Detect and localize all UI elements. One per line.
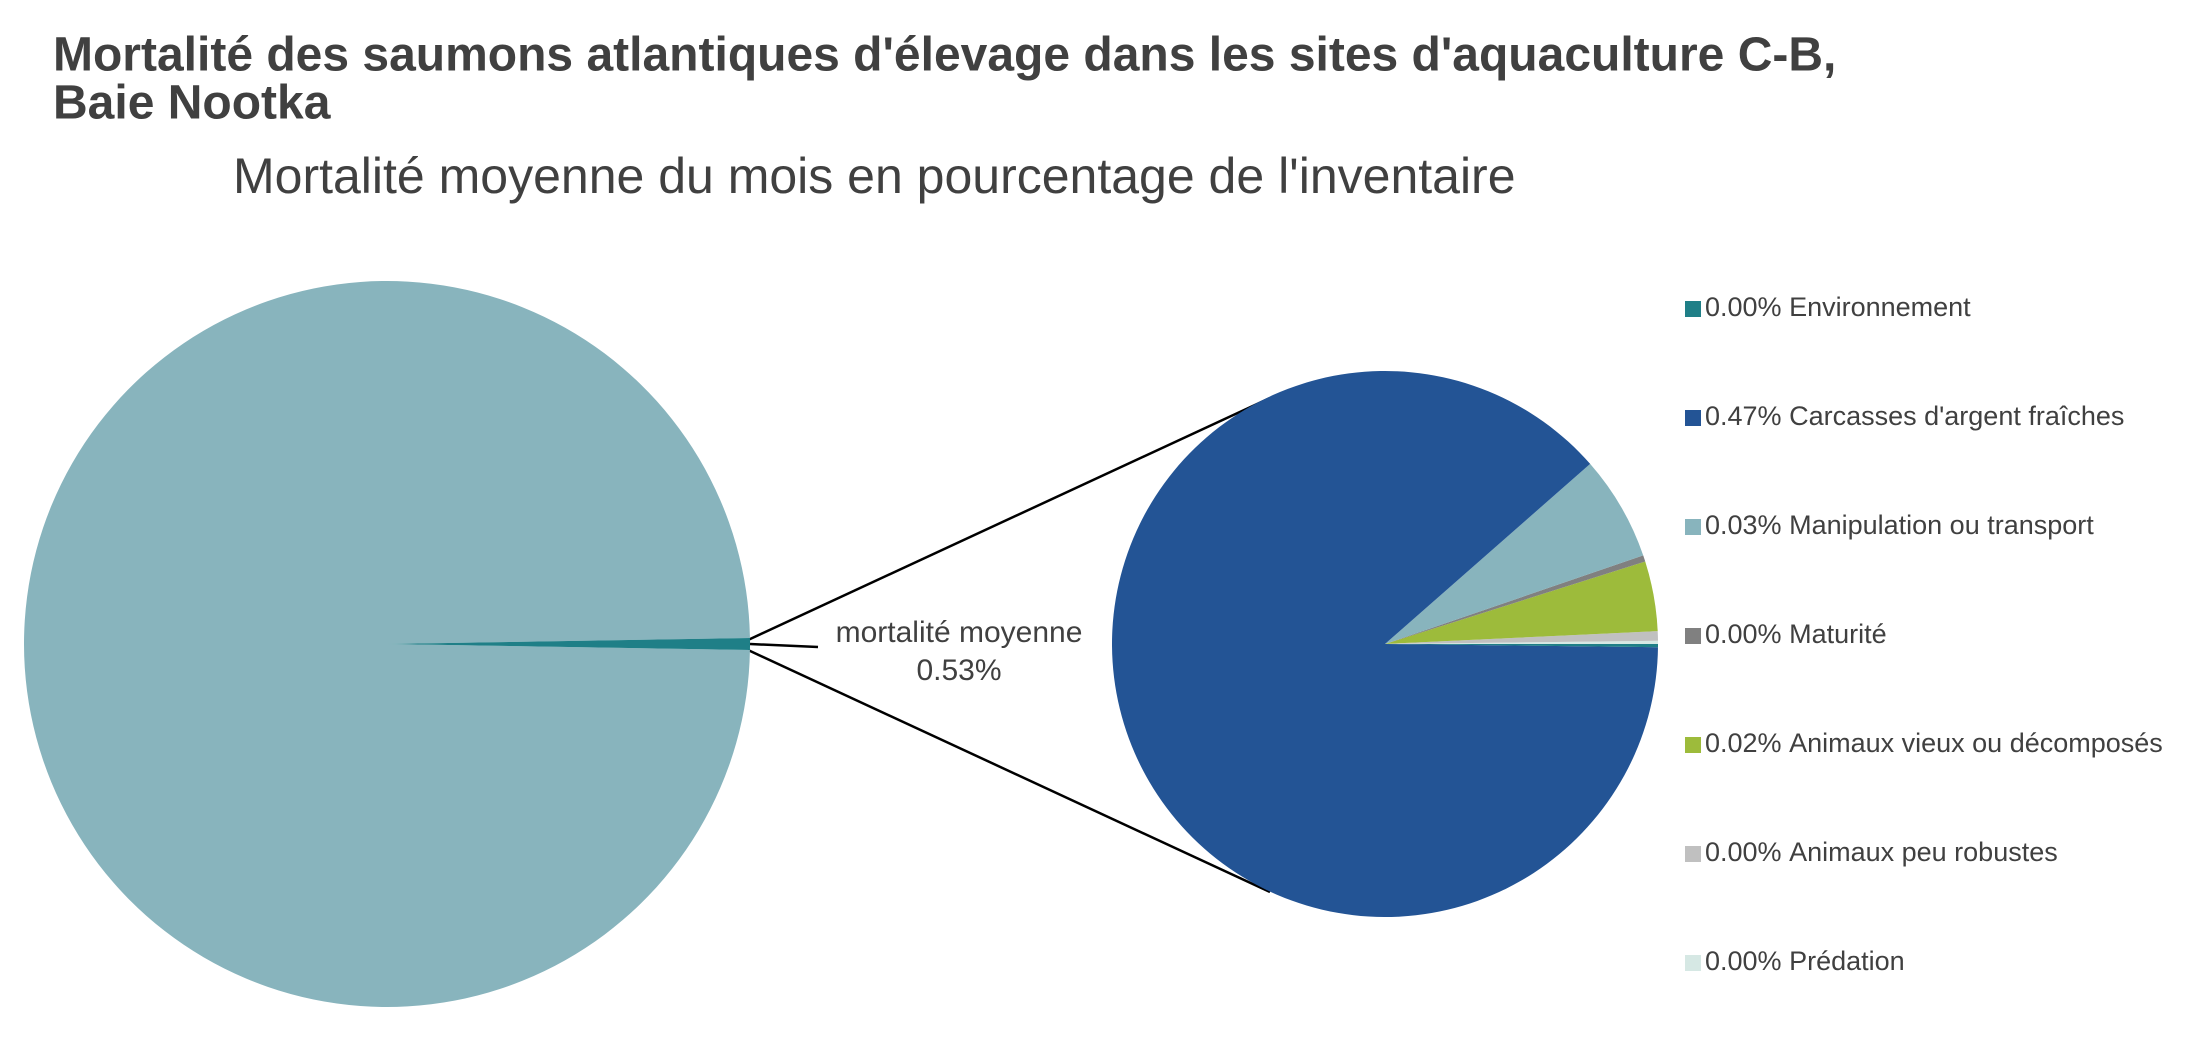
pie-slice <box>1385 640 1658 644</box>
legend-label: 0.00% Environnement <box>1705 292 1971 322</box>
legend-name: Environnement <box>1789 292 1971 322</box>
legend-label: 0.03% Manipulation ou transport <box>1705 510 2094 540</box>
chart-title: Mortalité des saumons atlantiques d'élev… <box>53 29 1836 82</box>
chart-title: Baie Nootka <box>53 77 331 130</box>
legend-value: 0.00% <box>1705 619 1782 649</box>
legend-swatch <box>1685 628 1701 644</box>
legend-value: 0.03% <box>1705 510 1782 540</box>
connectors <box>747 396 1271 894</box>
pie-slice <box>1385 631 1658 644</box>
pie-slice <box>1385 463 1644 644</box>
legend-label: 0.00% Maturité <box>1705 619 1887 649</box>
chart-subtitle: Mortalité moyenne du mois en pourcentage… <box>233 148 1516 204</box>
legend-name: Carcasses d'argent fraîches <box>1789 401 2124 431</box>
legend-swatch <box>1685 410 1701 426</box>
legend-label: 0.02% Animaux vieux ou décomposés <box>1705 728 2163 758</box>
legend-swatch <box>1685 519 1701 535</box>
legend-swatch <box>1685 955 1701 971</box>
legend-name: Prédation <box>1789 946 1905 976</box>
legend-value: 0.02% <box>1705 728 1782 758</box>
legend-value: 0.47% <box>1705 401 1782 431</box>
legend-label: 0.47% Carcasses d'argent fraîches <box>1705 401 2124 431</box>
legend-label: 0.00% Animaux peu robustes <box>1705 837 2058 867</box>
pie-slice <box>23 281 750 1008</box>
pie-slice <box>1385 555 1646 644</box>
data-label: 0.53% <box>916 654 1001 687</box>
legend-value: 0.00% <box>1705 946 1782 976</box>
legend-name: Manipulation ou transport <box>1789 510 2094 540</box>
legend-value: 0.00% <box>1705 292 1782 322</box>
legend-label: 0.00% Prédation <box>1705 946 1905 976</box>
legend-swatch <box>1685 737 1701 753</box>
legend-swatch <box>1685 846 1701 862</box>
pie-slice <box>1385 644 1658 648</box>
pie-slice <box>1385 561 1658 644</box>
legend-value: 0.00% <box>1705 837 1782 867</box>
pie-slice <box>387 637 750 651</box>
legend-swatch <box>1685 301 1701 317</box>
pie-slice <box>1111 370 1658 917</box>
data-label: mortalité moyenne <box>836 616 1083 649</box>
legend-name: Maturité <box>1789 619 1887 649</box>
legend-name: Animaux peu robustes <box>1789 837 2058 867</box>
legend-name: Animaux vieux ou décomposés <box>1789 728 2163 758</box>
